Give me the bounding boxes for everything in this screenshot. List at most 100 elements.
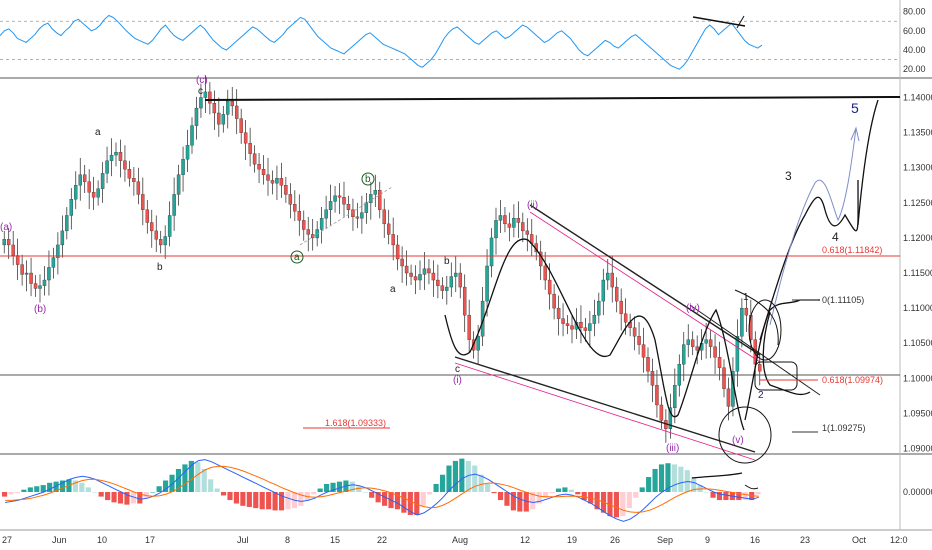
candle-body[interactable] — [507, 223, 512, 228]
candle-body[interactable] — [163, 236, 167, 246]
candle-body[interactable] — [199, 97, 203, 109]
candle-body[interactable] — [632, 327, 637, 337]
candle-body[interactable] — [123, 160, 127, 170]
candle-body[interactable] — [686, 339, 690, 345]
candle-body[interactable] — [154, 230, 158, 240]
candle-body[interactable] — [109, 154, 114, 161]
candle-body[interactable] — [413, 276, 418, 281]
circle-annotation-v[interactable] — [718, 406, 772, 464]
candle-body[interactable] — [226, 100, 230, 115]
candle-body[interactable] — [91, 192, 96, 198]
candle-body[interactable] — [306, 229, 310, 235]
candle-body[interactable] — [284, 185, 288, 195]
candle-body[interactable] — [418, 274, 422, 281]
wedge-lower-channel[interactable] — [454, 362, 756, 461]
candle-body[interactable] — [15, 255, 20, 265]
candle-body[interactable] — [512, 218, 516, 228]
candle-body[interactable] — [436, 279, 440, 286]
candle-body[interactable] — [51, 257, 56, 268]
candle-body[interactable] — [360, 212, 364, 219]
candle-body[interactable] — [355, 216, 360, 219]
candle-body[interactable] — [690, 339, 695, 347]
candle-body[interactable] — [328, 201, 333, 210]
candle-body[interactable] — [498, 215, 503, 221]
wave-path-main[interactable] — [444, 238, 745, 431]
candle-body[interactable] — [722, 367, 726, 389]
wave-path-5[interactable] — [857, 99, 879, 226]
candle-body[interactable] — [65, 215, 69, 232]
candle-body[interactable] — [449, 276, 454, 288]
candle-body[interactable] — [547, 279, 552, 295]
candle-body[interactable] — [726, 388, 731, 407]
candle-body[interactable] — [47, 267, 51, 281]
candle-body[interactable] — [167, 215, 172, 237]
candle-body[interactable] — [333, 195, 337, 202]
candle-body[interactable] — [659, 404, 664, 421]
candle-body[interactable] — [717, 357, 722, 368]
candle-body[interactable] — [386, 223, 391, 235]
candle-body[interactable] — [552, 293, 556, 309]
candle-body[interactable] — [758, 364, 762, 372]
candle-body[interactable] — [395, 244, 400, 260]
candle-body[interactable] — [82, 174, 87, 182]
candle-body[interactable] — [351, 209, 355, 218]
resistance-line[interactable] — [204, 96, 901, 101]
candle-body[interactable] — [145, 209, 150, 223]
candle-body[interactable] — [476, 336, 480, 351]
candle-body[interactable] — [592, 314, 597, 324]
wedge-upper-channel[interactable] — [529, 211, 761, 363]
candle-body[interactable] — [20, 264, 24, 275]
candle-body[interactable] — [583, 327, 588, 331]
candle-body[interactable] — [525, 230, 530, 235]
candle-body[interactable] — [234, 105, 239, 119]
candle-body[interactable] — [646, 357, 650, 372]
candle-body[interactable] — [735, 336, 740, 372]
candle-body[interactable] — [230, 100, 234, 107]
candle-body[interactable] — [275, 178, 279, 184]
candle-body[interactable] — [212, 103, 217, 114]
candle-body[interactable] — [364, 202, 369, 213]
candle-body[interactable] — [713, 346, 717, 358]
candle-body[interactable] — [641, 344, 646, 358]
candle-body[interactable] — [158, 239, 163, 246]
candle-body[interactable] — [409, 272, 413, 277]
candle-body[interactable] — [243, 132, 248, 144]
circle-annotation-1[interactable] — [748, 299, 782, 361]
candle-body[interactable] — [261, 168, 266, 175]
candle-body[interactable] — [100, 173, 105, 189]
candle-body[interactable] — [190, 125, 194, 146]
candle-body[interactable] — [668, 407, 673, 429]
wedge-upper-trendline[interactable] — [529, 204, 761, 356]
candle-body[interactable] — [60, 230, 65, 246]
candle-body[interactable] — [431, 272, 436, 281]
candle-body[interactable] — [114, 152, 118, 156]
candle-body[interactable] — [369, 194, 373, 203]
candle-body[interactable] — [650, 371, 655, 386]
candle-body[interactable] — [105, 160, 109, 174]
candle-body[interactable] — [565, 323, 570, 326]
candle-body[interactable] — [485, 265, 489, 302]
candle-body[interactable] — [682, 344, 686, 365]
candle-body[interactable] — [141, 194, 145, 210]
candle-body[interactable] — [132, 178, 136, 182]
candle-body[interactable] — [342, 197, 346, 205]
candle-body[interactable] — [494, 220, 498, 239]
candle-body[interactable] — [521, 222, 525, 232]
projection-path[interactable] — [769, 127, 857, 326]
candle-body[interactable] — [695, 346, 699, 351]
candle-body[interactable] — [6, 239, 11, 246]
candle-body[interactable] — [29, 272, 33, 284]
candle-body[interactable] — [708, 339, 713, 347]
candle-body[interactable] — [427, 268, 431, 274]
wave-path-1[interactable] — [744, 299, 820, 421]
candle-body[interactable] — [543, 265, 547, 281]
candle-body[interactable] — [489, 237, 494, 267]
candle-body[interactable] — [610, 272, 614, 288]
candle-body[interactable] — [400, 258, 404, 267]
candle-body[interactable] — [38, 285, 42, 289]
candle-body[interactable] — [454, 272, 458, 277]
box-annotation-2[interactable] — [754, 361, 798, 391]
candle-body[interactable] — [346, 204, 351, 210]
rsi-divergence-line[interactable] — [692, 16, 746, 27]
candle-body[interactable] — [96, 188, 100, 198]
